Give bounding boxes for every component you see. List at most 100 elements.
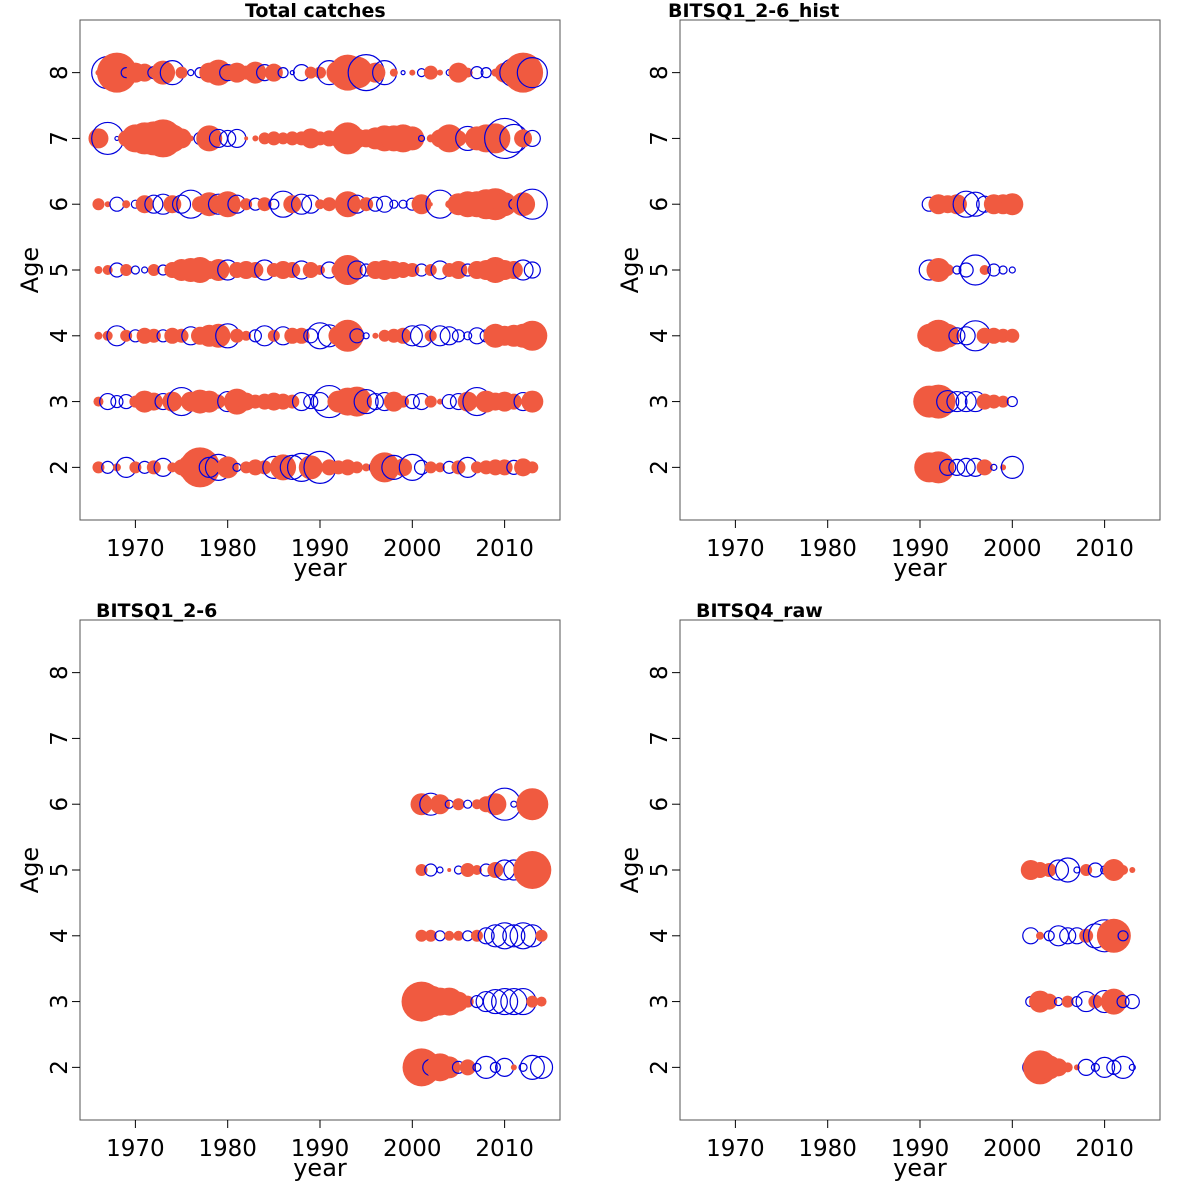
bubble-negative bbox=[1087, 862, 1103, 878]
bubble-negative bbox=[956, 457, 976, 477]
bubble-positive bbox=[986, 394, 1001, 409]
bubble-positive bbox=[266, 131, 281, 146]
bubble-negative bbox=[519, 1054, 545, 1080]
y-tick-label: 7 bbox=[47, 731, 73, 746]
bubble-positive bbox=[147, 264, 160, 276]
bubble-positive bbox=[415, 864, 428, 876]
bubble-positive bbox=[1036, 931, 1044, 940]
bubble-positive bbox=[264, 63, 283, 82]
bubble-negative bbox=[955, 390, 977, 413]
bubble-positive bbox=[211, 394, 226, 409]
bubble-positive bbox=[462, 67, 473, 78]
y-tick-label: 8 bbox=[47, 665, 73, 680]
x-tick-label: 1980 bbox=[798, 536, 857, 562]
x-tick-label: 2010 bbox=[1075, 536, 1134, 562]
bubble-negative bbox=[277, 67, 289, 79]
bubble-negative bbox=[417, 134, 426, 143]
bubble-positive bbox=[1102, 859, 1125, 881]
bubble-negative bbox=[489, 1061, 501, 1073]
bubble-positive bbox=[452, 798, 465, 811]
bubble-positive bbox=[471, 865, 482, 875]
bubble-negative bbox=[956, 326, 976, 346]
bubble-negative bbox=[171, 194, 192, 214]
bubble-positive bbox=[526, 461, 539, 474]
bubble-positive bbox=[187, 135, 194, 142]
bubble-negative bbox=[1116, 994, 1130, 1009]
bubble-positive bbox=[331, 319, 364, 352]
bubble-negative bbox=[290, 193, 313, 215]
bubble-negative bbox=[483, 924, 507, 948]
y-tick-label: 4 bbox=[647, 928, 673, 943]
bubble-positive bbox=[229, 328, 244, 343]
bubble-negative bbox=[491, 987, 519, 1016]
panel-title: BITSQ1_2-6 bbox=[96, 600, 217, 622]
bubble-positive bbox=[88, 128, 109, 149]
x-tick-label: 1970 bbox=[706, 536, 765, 562]
bubble-negative bbox=[518, 1062, 528, 1072]
bubble-negative bbox=[349, 328, 365, 344]
x-tick-label: 1990 bbox=[291, 1136, 350, 1162]
bubble-positive bbox=[1129, 867, 1136, 873]
bubble-negative bbox=[347, 260, 367, 280]
bubble-negative bbox=[248, 329, 262, 343]
x-axis-label: year bbox=[293, 1154, 347, 1182]
bubble-positive bbox=[120, 264, 133, 276]
bubble-positive bbox=[197, 192, 222, 217]
bubble-positive bbox=[504, 261, 523, 279]
bubble-negative bbox=[1128, 1063, 1136, 1071]
bubble-negative bbox=[491, 922, 519, 950]
bubble-positive bbox=[448, 991, 469, 1012]
bubble-negative bbox=[436, 866, 444, 874]
bubble-positive bbox=[162, 391, 183, 412]
bubble-negative bbox=[1059, 927, 1077, 945]
bubble-positive bbox=[922, 451, 955, 484]
bubble-positive bbox=[459, 1059, 476, 1076]
bubble-positive bbox=[435, 462, 445, 473]
bubble-negative bbox=[990, 463, 998, 471]
bubble-positive bbox=[946, 194, 967, 215]
bubble-positive bbox=[526, 995, 539, 1008]
bubble-positive bbox=[205, 59, 232, 86]
bubble-positive bbox=[314, 66, 326, 79]
bubble-positive bbox=[135, 63, 154, 82]
bubble-negative bbox=[376, 195, 394, 213]
bubble-positive bbox=[1062, 1062, 1073, 1073]
bubble-negative bbox=[959, 254, 991, 286]
x-tick-label: 1970 bbox=[106, 1136, 165, 1162]
bubble-negative bbox=[463, 331, 473, 341]
panel-title: BITSQ1_2-6_hist bbox=[668, 0, 839, 22]
bubble-positive bbox=[180, 447, 220, 488]
bubble-positive bbox=[146, 328, 161, 343]
bubble-positive bbox=[428, 202, 433, 207]
bubble-positive bbox=[102, 330, 113, 341]
bubble-negative bbox=[998, 265, 1008, 275]
bubble-positive bbox=[451, 460, 466, 475]
bubble-negative bbox=[441, 393, 457, 410]
bubble-positive bbox=[997, 395, 1010, 408]
x-tick-label: 2000 bbox=[983, 536, 1042, 562]
y-tick-label: 7 bbox=[647, 731, 673, 746]
bubble-positive bbox=[480, 123, 511, 154]
bubble-positive bbox=[389, 68, 398, 77]
bubble-negative bbox=[99, 392, 117, 411]
bubble-positive bbox=[457, 391, 478, 412]
bubble-positive bbox=[487, 862, 504, 878]
x-axis-label: year bbox=[893, 1154, 947, 1182]
x-tick-label: 2000 bbox=[983, 1136, 1042, 1162]
bubble-positive bbox=[1061, 995, 1074, 1008]
bubble-negative bbox=[439, 326, 459, 346]
bubble-negative bbox=[451, 329, 466, 343]
bubble-positive bbox=[247, 262, 264, 278]
y-tick-label: 3 bbox=[647, 394, 673, 409]
bubble-positive bbox=[93, 396, 104, 407]
bubble-positive bbox=[424, 929, 437, 942]
bubble-negative bbox=[529, 1055, 554, 1079]
bubble-positive bbox=[394, 458, 413, 477]
bubble-positive bbox=[437, 398, 443, 405]
x-tick-label: 1980 bbox=[198, 1136, 257, 1162]
bubble-positive bbox=[1005, 328, 1020, 343]
bubble-positive bbox=[450, 130, 467, 147]
x-tick-label: 1970 bbox=[106, 536, 165, 562]
x-tick-label: 1990 bbox=[291, 536, 350, 562]
y-tick-label: 4 bbox=[647, 328, 673, 343]
